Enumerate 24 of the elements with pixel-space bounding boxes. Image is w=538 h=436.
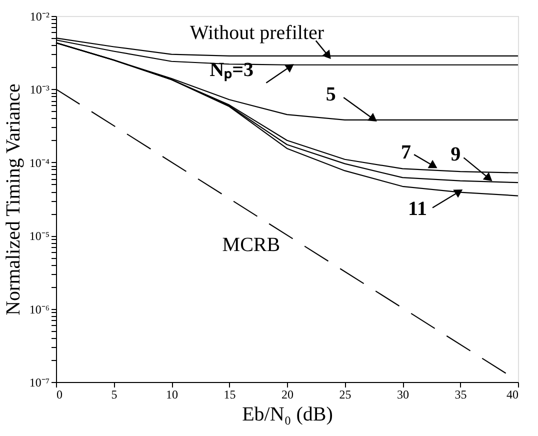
series-label: Without prefilter	[190, 22, 324, 44]
x-tick-label: 0	[56, 388, 62, 402]
x-tick-label: 20	[282, 388, 294, 402]
legend-label: 5	[326, 84, 336, 106]
legend-label: 9	[450, 144, 461, 166]
y-tick-label: 10⁻⁷	[29, 376, 50, 390]
x-tick-label: 15	[224, 388, 236, 402]
legend-label: 7	[400, 142, 411, 164]
x-tick-label: 25	[339, 388, 352, 402]
y-tick-label: 10⁻⁵	[29, 229, 50, 244]
x-tick-label: 30	[397, 388, 409, 402]
series-label: MCRB	[222, 234, 280, 256]
x-tick-label: 5	[111, 388, 118, 402]
legend-label: 11	[408, 198, 427, 220]
y-tick-label: 10⁻⁴	[29, 156, 50, 170]
x-axis-title: Eb/N₀ (dB)	[242, 404, 333, 426]
y-tick-label: 10⁻³	[30, 82, 50, 97]
x-tick-label: 35	[454, 388, 467, 402]
y-tick-label: 10⁻⁶	[29, 302, 50, 316]
y-axis-title: Normalized Timing Variance	[2, 83, 24, 316]
x-tick-label: 40	[506, 388, 518, 402]
legend-label: Nₚ=3	[210, 58, 254, 82]
y-tick-label: 10⁻²	[30, 10, 50, 24]
x-tick-label: 10	[166, 388, 178, 402]
